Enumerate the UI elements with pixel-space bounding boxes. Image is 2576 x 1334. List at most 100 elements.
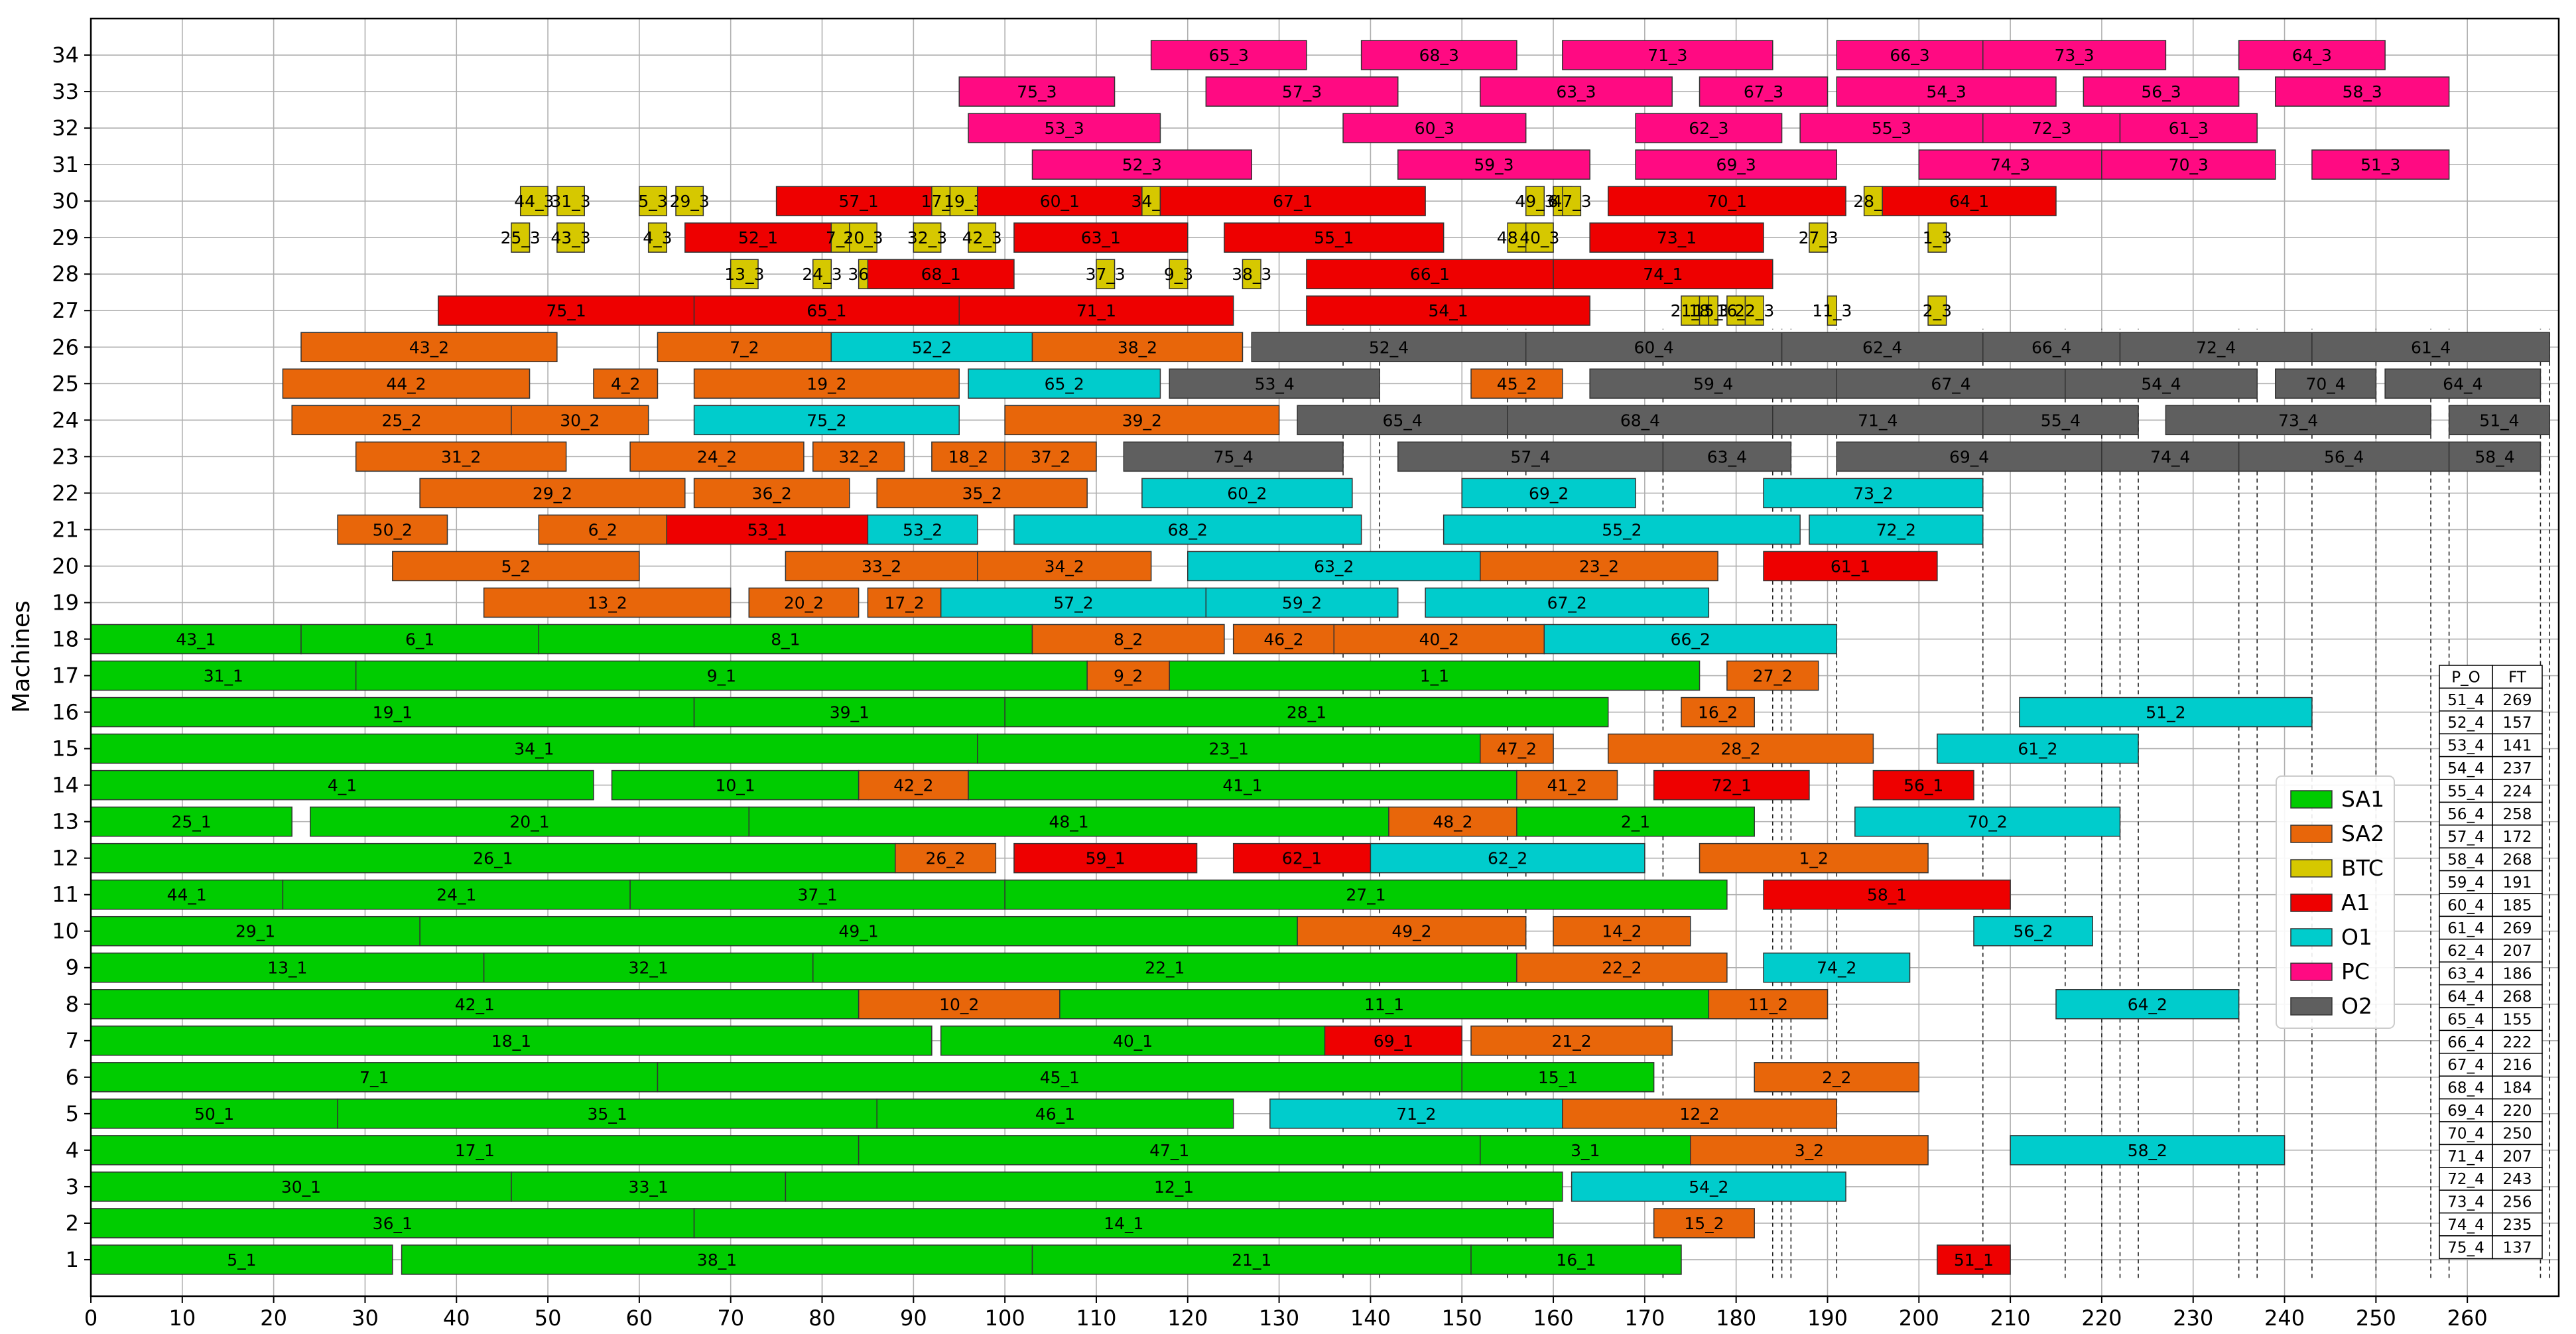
task-label: 55_4 [2041,411,2081,430]
task-label: 46_1 [1035,1104,1075,1124]
task-label: 27_1 [1346,886,1385,905]
task-bar [830,332,1033,363]
task-bar [282,368,531,399]
y-tick-label: 7 [66,1028,79,1053]
task-label: 61_2 [2018,740,2057,759]
y-tick-label: 20 [52,553,79,578]
task-bar [1653,1208,1755,1238]
task-bar [958,76,1116,107]
task-label: 1_1 [1420,667,1449,686]
table-cell [2492,687,2543,712]
task-label: 61_1 [1831,557,1870,576]
task-label: 54_2 [1689,1177,1728,1197]
task-bar [1699,842,1929,874]
task-bar [1863,186,1883,216]
task-bar [1744,295,1764,326]
task-label: 43_2 [409,338,449,357]
task-bar [1297,915,1527,947]
task-label: 26_2 [925,849,965,868]
task-label: 8_2 [1114,630,1143,649]
task-bar [1827,295,1838,326]
table-po: 74_4 [2447,1217,2484,1234]
y-tick-label: 17 [52,663,79,689]
task-bar [90,697,695,728]
task-label: 36_1 [373,1214,413,1233]
task-bar [931,441,1005,472]
x-tick-label: 180 [1716,1305,1756,1331]
task-label: 31_3 [550,192,590,211]
task-bar [968,368,1161,399]
task-label: 60_4 [1634,338,1674,357]
table-cell [2492,893,2543,917]
x-tick-label: 260 [2447,1305,2488,1331]
table-po: 57_4 [2447,829,2484,846]
task-bar [949,186,978,216]
task-label: 74_1 [1643,265,1683,284]
task-label: 31_2 [441,447,481,466]
task-label: 51_4 [2479,411,2519,430]
table-po: 70_4 [2447,1125,2484,1142]
task-label: 69_2 [1529,484,1569,503]
task-bar [556,186,585,216]
table-cell [2492,733,2543,758]
y-tick-label: 26 [52,334,79,360]
table-ft: 235 [2503,1217,2532,1234]
table-cell [2439,756,2493,780]
table-cell [2492,961,2543,986]
task-label: 54_1 [1428,301,1468,320]
task-bar [1708,295,1718,326]
task-bar [785,551,978,582]
task-label: 51_2 [2146,703,2185,722]
table-cell [2439,733,2493,758]
y-tick-label: 14 [52,773,79,798]
table-cell [2439,1212,2493,1236]
task-bar [1516,769,1618,801]
task-bar [693,368,960,399]
x-tick-label: 110 [1076,1305,1116,1331]
legend-swatch [2290,928,2333,947]
task-bar [913,222,942,253]
table-cell [2439,893,2493,917]
task-bar [1470,1244,1682,1275]
task-bar [1096,259,1116,289]
task-bar [977,551,1152,582]
table-po: 65_4 [2447,1011,2484,1028]
task-bar [1607,186,1846,216]
task-bar [1031,624,1225,655]
task-label: 10_1 [715,776,755,795]
task-bar [1480,733,1554,764]
task-bar [1425,587,1710,618]
task-label: 42_2 [893,776,933,795]
task-bar [2448,405,2550,436]
task-bar [1013,514,1362,545]
task-label: 10_2 [939,995,979,1014]
y-tick-label: 34 [52,42,79,68]
task-bar [1973,915,2093,947]
y-tick-label: 29 [52,225,79,250]
task-label: 44_3 [514,192,554,211]
task-label: 64_1 [1949,192,1989,211]
task-bar [958,295,1234,326]
legend-label: O1 [2341,924,2372,950]
task-label: 37_1 [798,886,838,905]
task-label: 68_2 [1168,520,1208,539]
table-ft: 268 [2503,852,2532,869]
table-cell [2439,665,2493,689]
task-label: 1_3 [1923,228,1952,247]
task-label: 12_2 [1679,1104,1719,1124]
task-bar [90,806,292,837]
task-label: 41_1 [1222,776,1262,795]
task-label: 36_2 [752,484,792,503]
task-label: 23_1 [1209,740,1249,759]
table-cell [2492,1007,2543,1032]
task-label: 73_3 [2054,46,2094,65]
task-label: 52_4 [1369,338,1409,357]
task-bar [355,660,1088,691]
task-bar [1918,149,2102,180]
task-bar [1461,478,1636,509]
task-bar [1836,40,1984,70]
task-label: 53_4 [1255,374,1295,393]
task-label: 25_1 [171,813,211,832]
task-label: 61_4 [2411,338,2451,357]
task-bar [1937,1244,2011,1275]
